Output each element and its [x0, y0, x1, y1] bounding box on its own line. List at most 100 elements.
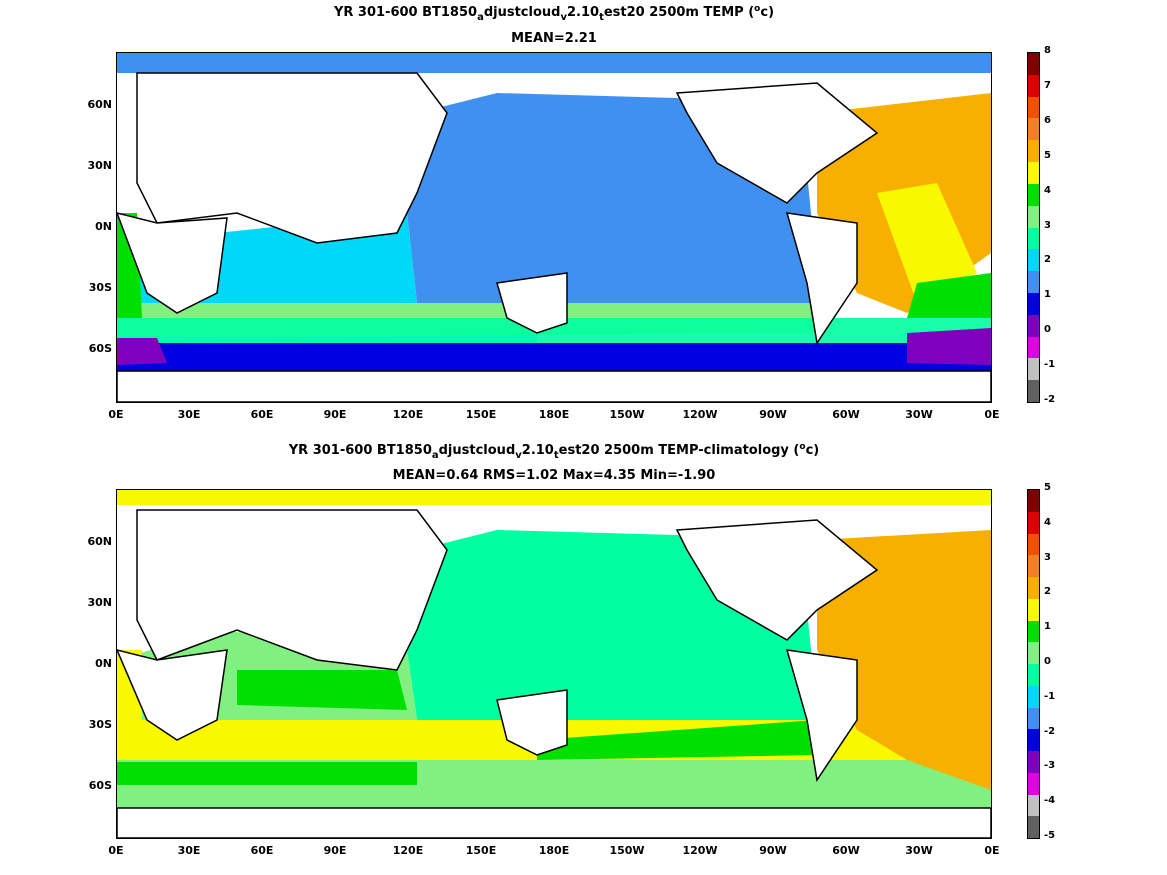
x-tick-label: 180E	[538, 844, 570, 857]
colorbar-swatch	[1028, 140, 1039, 163]
colorbar-swatch	[1028, 729, 1039, 751]
antarctica-land-2	[117, 807, 991, 838]
colorbar-label: 1	[1044, 621, 1051, 633]
colorbar-swatch	[1028, 664, 1039, 686]
x-tick-label: 60W	[832, 844, 860, 857]
colorbar-label: 4	[1044, 184, 1051, 196]
colorbar-swatch	[1028, 358, 1039, 381]
colorbar-swatch	[1028, 533, 1039, 556]
x-tick-label: 60W	[832, 408, 860, 421]
australia-land	[496, 272, 568, 334]
colorbar-label: 6	[1044, 114, 1051, 126]
colorbar-label: 1	[1044, 289, 1051, 301]
x-tick-label: 30E	[177, 844, 201, 857]
x-tick-label: 180E	[538, 408, 570, 421]
y-tick-label: 60N	[87, 98, 112, 111]
x-tick-label: 120W	[682, 844, 718, 857]
x-tick-label: 150E	[465, 844, 497, 857]
africa-land	[117, 212, 228, 314]
north-america-land	[675, 82, 879, 204]
colorbar-label: 2	[1044, 586, 1051, 598]
colorbar-label: 5	[1044, 482, 1051, 493]
south-america-land	[785, 212, 858, 345]
panel1-map	[116, 52, 992, 403]
colorbar-swatch	[1028, 642, 1039, 664]
y-tick-label: 60N	[87, 535, 112, 548]
colorbar-swatch	[1028, 707, 1039, 730]
x-tick-label: 0E	[108, 408, 124, 421]
x-tick-label: 30W	[905, 408, 933, 421]
colorbar-label: 0	[1044, 656, 1051, 667]
y-tick-label: 60S	[88, 779, 112, 792]
colorbar-swatch	[1028, 314, 1039, 337]
antarctica-land	[117, 370, 991, 402]
y-tick-label: 30N	[87, 596, 112, 609]
colorbar-swatch	[1028, 380, 1039, 402]
y-tick-label: 30N	[87, 159, 112, 172]
colorbar-label: -1	[1044, 690, 1056, 702]
panel2-stats: MEAN=0.64 RMS=1.02 Max=4.35 Min=-1.90	[392, 468, 716, 483]
south-america-land-2	[785, 649, 858, 782]
y-tick-label: 30S	[88, 718, 112, 731]
y-tick-label: 0N	[95, 657, 112, 670]
colorbar-label: -3	[1044, 760, 1056, 772]
colorbar-label: 2	[1044, 254, 1051, 266]
panel2-title: YR 301-600 BT1850adjustcloudv2.10test20 …	[288, 442, 820, 461]
panel1-stats: MEAN=2.21	[511, 31, 597, 46]
x-tick-label: 60E	[250, 844, 274, 857]
colorbar-swatch	[1028, 227, 1039, 250]
colorbar-swatch	[1028, 249, 1039, 272]
colorbar-swatch	[1028, 205, 1039, 228]
panel2-colorbar	[1027, 489, 1040, 839]
colorbar-swatch	[1028, 74, 1039, 97]
panel1-colorbar	[1027, 52, 1040, 403]
colorbar-swatch	[1028, 620, 1039, 643]
colorbar-label: 0	[1044, 324, 1051, 336]
x-tick-label: 0E	[108, 844, 124, 857]
colorbar-label: -2	[1044, 725, 1056, 737]
antarctic-band	[117, 343, 991, 371]
x-tick-label: 30E	[177, 408, 201, 421]
panel2-map	[116, 489, 992, 839]
colorbar-label: 8	[1044, 45, 1051, 56]
colorbar-label: 3	[1044, 551, 1051, 563]
x-tick-label: 150W	[609, 844, 645, 857]
x-tick-label: 150W	[609, 408, 645, 421]
x-tick-label: 90E	[323, 844, 347, 857]
africa-land-2	[117, 649, 228, 741]
x-tick-label: 90W	[759, 844, 787, 857]
colorbar-label: 5	[1044, 149, 1051, 161]
y-tick-label: 0N	[95, 220, 112, 233]
x-tick-label: 60E	[250, 408, 274, 421]
colorbar-swatch	[1028, 685, 1039, 708]
colorbar-swatch	[1028, 555, 1039, 577]
colorbar-swatch	[1028, 772, 1039, 795]
colorbar-swatch	[1028, 816, 1039, 838]
x-tick-label: 120E	[392, 408, 424, 421]
atlantic-field-2	[817, 530, 991, 790]
north-america-land-2	[675, 519, 879, 641]
colorbar-swatch	[1028, 490, 1039, 512]
eurasia-land-2	[136, 509, 448, 671]
colorbar-label: -2	[1044, 394, 1056, 405]
colorbar-swatch	[1028, 162, 1039, 184]
colorbar-swatch	[1028, 118, 1039, 141]
colorbar-swatch	[1028, 53, 1039, 75]
colorbar-label: 4	[1044, 516, 1051, 528]
colorbar-label: 7	[1044, 79, 1051, 91]
y-tick-label: 30S	[88, 281, 112, 294]
colorbar-swatch	[1028, 794, 1039, 817]
colorbar-swatch	[1028, 577, 1039, 599]
eurasia-land	[136, 72, 448, 244]
colorbar-label: 3	[1044, 219, 1051, 231]
colorbar-label: -5	[1044, 830, 1056, 841]
y-tick-label: 60S	[88, 342, 112, 355]
colorbar-swatch	[1028, 271, 1039, 293]
x-tick-label: 30W	[905, 844, 933, 857]
colorbar-swatch	[1028, 598, 1039, 621]
colorbar-label: -1	[1044, 359, 1056, 371]
colorbar-label: -4	[1044, 795, 1056, 807]
x-tick-label: 120W	[682, 408, 718, 421]
colorbar-swatch	[1028, 292, 1039, 315]
panel1-title: YR 301-600 BT1850adjustcloudv2.10test20 …	[333, 4, 775, 23]
